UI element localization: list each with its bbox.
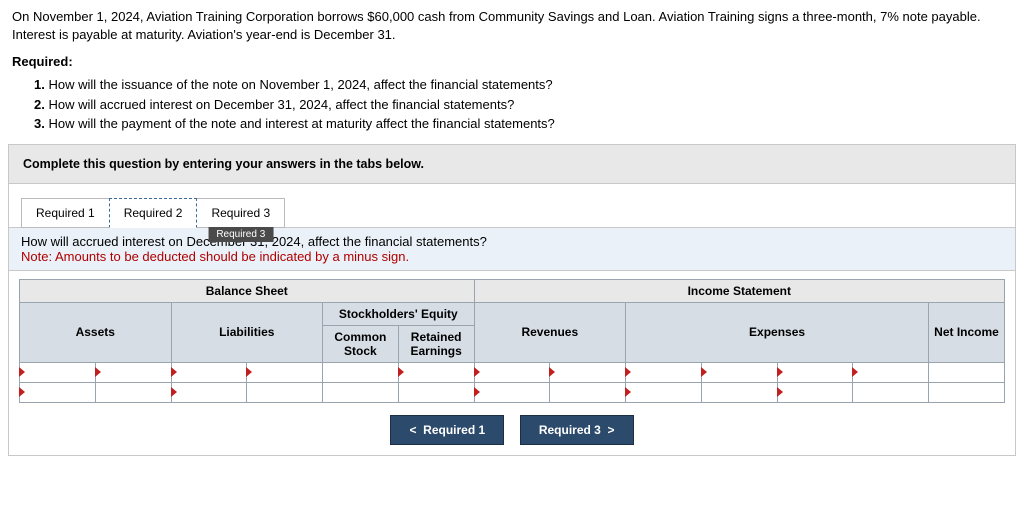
answer-box: Complete this question by entering your … bbox=[8, 144, 1016, 456]
input-cell[interactable] bbox=[626, 362, 702, 382]
input-cell[interactable] bbox=[853, 362, 929, 382]
note-text: Note: Amounts to be deducted should be i… bbox=[21, 249, 1003, 264]
input-cell[interactable] bbox=[20, 382, 96, 402]
tab-required-1[interactable]: Required 1 bbox=[21, 198, 110, 228]
problem-text: On November 1, 2024, Aviation Training C… bbox=[0, 0, 1024, 50]
header-net-income: Net Income bbox=[929, 302, 1005, 362]
tab-required-3[interactable]: Required 3Required 3 bbox=[196, 198, 285, 228]
header-common-stock: Common Stock bbox=[323, 325, 399, 362]
input-cell[interactable] bbox=[171, 382, 247, 402]
input-cell[interactable] bbox=[626, 382, 702, 402]
required-item: 3. How will the payment of the note and … bbox=[30, 114, 1012, 134]
header-stockholders-equity: Stockholders' Equity bbox=[323, 302, 475, 325]
input-cell[interactable] bbox=[171, 362, 247, 382]
input-cell[interactable] bbox=[398, 382, 474, 402]
tab-label: Required 3 bbox=[211, 206, 270, 220]
question-text: How will accrued interest on December 31… bbox=[21, 234, 1003, 249]
required-list: 1. How will the issuance of the note on … bbox=[0, 75, 1024, 144]
input-cell[interactable] bbox=[247, 362, 323, 382]
chevron-left-icon: < bbox=[409, 423, 416, 437]
tab-label: Required 2 bbox=[124, 206, 183, 220]
financial-statements-table: Balance Sheet Income Statement Assets Li… bbox=[19, 279, 1005, 403]
prev-button[interactable]: < Required 1 bbox=[390, 415, 504, 445]
input-cell[interactable] bbox=[474, 382, 550, 402]
input-cell[interactable] bbox=[323, 382, 399, 402]
required-item: 1. How will the issuance of the note on … bbox=[30, 75, 1012, 95]
header-balance-sheet: Balance Sheet bbox=[20, 279, 475, 302]
nav-row: < Required 1 Required 3 > bbox=[9, 407, 1015, 455]
input-cell[interactable] bbox=[95, 362, 171, 382]
header-assets: Assets bbox=[20, 302, 172, 362]
input-cell[interactable] bbox=[777, 362, 853, 382]
question-bar: How will accrued interest on December 31… bbox=[9, 227, 1015, 271]
required-heading: Required: bbox=[0, 50, 1024, 75]
tab-tooltip: Required 3 bbox=[208, 227, 273, 242]
input-cell[interactable] bbox=[853, 382, 929, 402]
header-retained-earnings: Retained Earnings bbox=[398, 325, 474, 362]
input-cell[interactable] bbox=[323, 362, 399, 382]
header-revenues: Revenues bbox=[474, 302, 626, 362]
input-cell[interactable] bbox=[550, 382, 626, 402]
prev-label: Required 1 bbox=[423, 423, 485, 437]
next-button[interactable]: Required 3 > bbox=[520, 415, 634, 445]
input-cell[interactable] bbox=[550, 362, 626, 382]
input-cell[interactable] bbox=[777, 382, 853, 402]
input-cell[interactable] bbox=[701, 382, 777, 402]
tabs-row: Required 1 Required 2 Required 3Required 3 bbox=[9, 184, 1015, 228]
next-label: Required 3 bbox=[539, 423, 601, 437]
input-cell[interactable] bbox=[929, 362, 1005, 382]
header-expenses: Expenses bbox=[626, 302, 929, 362]
input-cell[interactable] bbox=[929, 382, 1005, 402]
input-cell[interactable] bbox=[474, 362, 550, 382]
input-cell[interactable] bbox=[247, 382, 323, 402]
input-cell[interactable] bbox=[398, 362, 474, 382]
instruction-bar: Complete this question by entering your … bbox=[9, 145, 1015, 184]
header-liabilities: Liabilities bbox=[171, 302, 323, 362]
header-income-statement: Income Statement bbox=[474, 279, 1004, 302]
required-item: 2. How will accrued interest on December… bbox=[30, 95, 1012, 115]
chevron-right-icon: > bbox=[608, 423, 615, 437]
table-wrap: Balance Sheet Income Statement Assets Li… bbox=[9, 271, 1015, 407]
input-cell[interactable] bbox=[701, 362, 777, 382]
input-cell[interactable] bbox=[20, 362, 96, 382]
input-cell[interactable] bbox=[95, 382, 171, 402]
tab-required-2[interactable]: Required 2 bbox=[109, 198, 198, 228]
